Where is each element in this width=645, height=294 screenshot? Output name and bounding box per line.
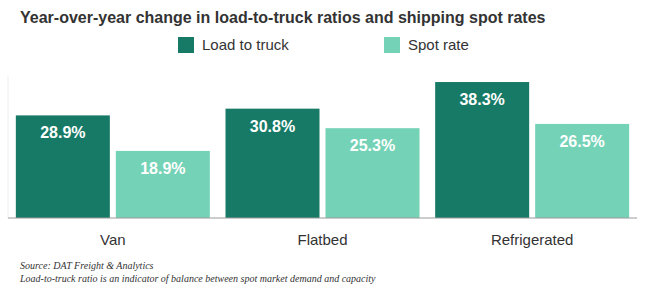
data-label: 28.9% (40, 124, 85, 141)
chart-svg: Year-over-year change in load-to-truck r… (0, 0, 645, 294)
x-tick-label: Van (100, 231, 126, 248)
x-tick-label: Flatbed (297, 231, 347, 248)
bars (16, 82, 629, 218)
data-label: 18.9% (140, 160, 185, 177)
legend-label: Load to truck (202, 36, 289, 53)
y-axis-line (8, 76, 9, 218)
data-label: 38.3% (459, 91, 504, 108)
data-label: 30.8% (250, 118, 295, 135)
x-tick-label: Refrigerated (491, 231, 574, 248)
bar (435, 82, 529, 218)
legend-swatch (178, 37, 194, 53)
bar (535, 124, 629, 218)
annotation: Load-to-truck ratio is an indicator of b… (19, 273, 376, 284)
legend-label: Spot rate (408, 36, 469, 53)
annotation: Source: DAT Freight & Analytics (20, 260, 154, 271)
bar (116, 151, 210, 218)
baseline (8, 218, 637, 219)
chart-container: Year-over-year change in load-to-truck r… (0, 0, 645, 294)
bar (326, 128, 420, 218)
legend-swatch (384, 37, 400, 53)
bar (16, 115, 110, 218)
bar (226, 109, 320, 218)
title: Year-over-year change in load-to-truck r… (20, 9, 546, 26)
data-label: 25.3% (350, 137, 395, 154)
data-labels: 28.9% 18.9% 30.8% 25.3% 38.3% 26.5% (40, 91, 605, 177)
data-label: 26.5% (559, 133, 604, 150)
